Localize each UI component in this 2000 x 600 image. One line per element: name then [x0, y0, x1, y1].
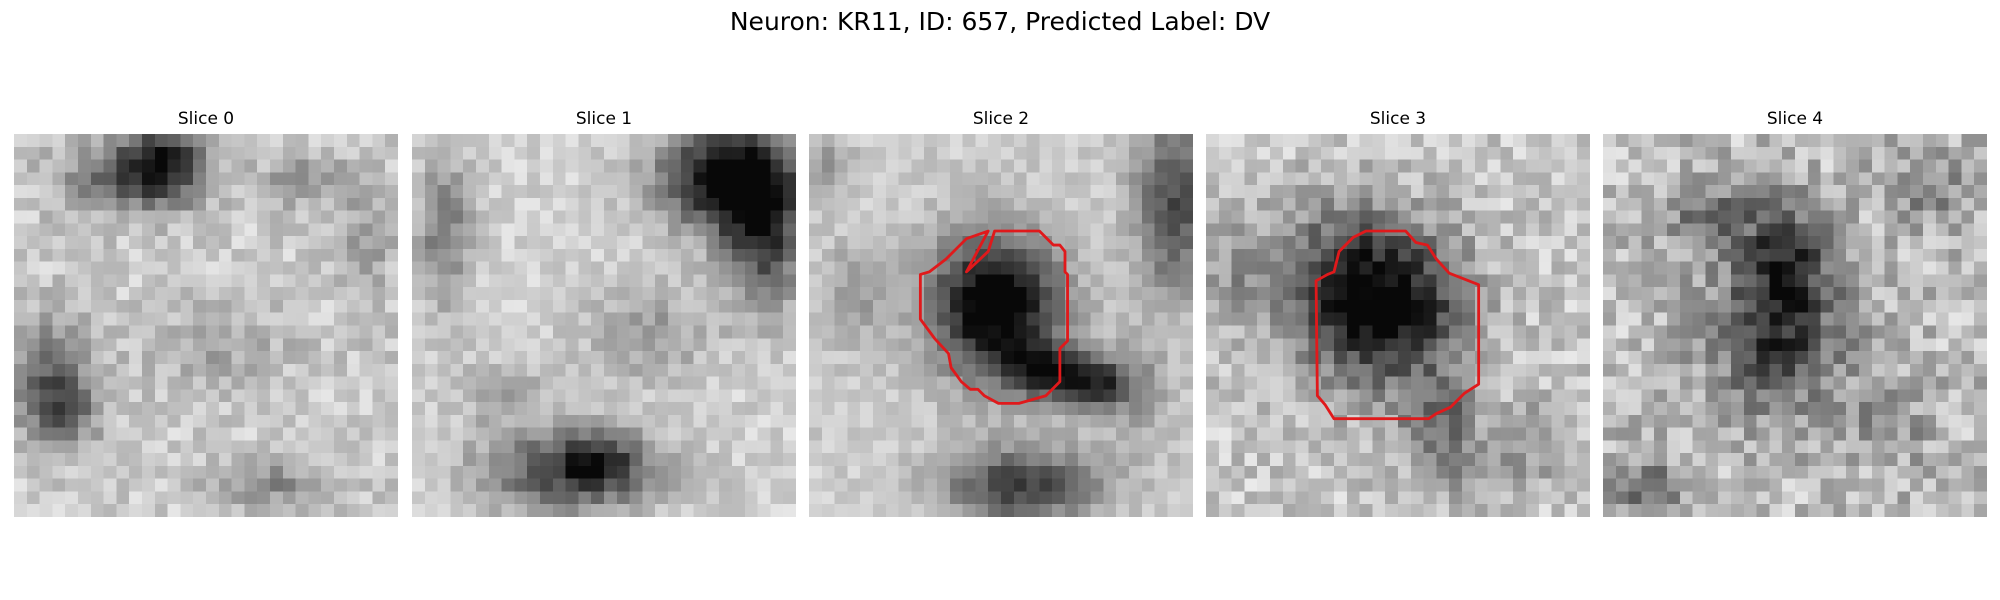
- slice-2-title: Slice 2: [972, 109, 1030, 129]
- figure-title: Neuron: KR11, ID: 657, Predicted Label: …: [729, 7, 1271, 36]
- slice-3-title: Slice 3: [1369, 109, 1427, 129]
- slice-4-image: [1603, 134, 1987, 517]
- slice-2-image: [809, 134, 1193, 517]
- slice-1-image: [412, 134, 796, 517]
- slice-3-contour: [1314, 229, 1481, 421]
- slice-0-image: [14, 134, 398, 517]
- slice-0-title: Slice 0: [177, 109, 235, 129]
- slice-1-title: Slice 1: [575, 109, 633, 129]
- slice-4-title: Slice 4: [1766, 109, 1824, 129]
- slice-2-contour: [918, 229, 1069, 405]
- slice-3-image: [1206, 134, 1590, 517]
